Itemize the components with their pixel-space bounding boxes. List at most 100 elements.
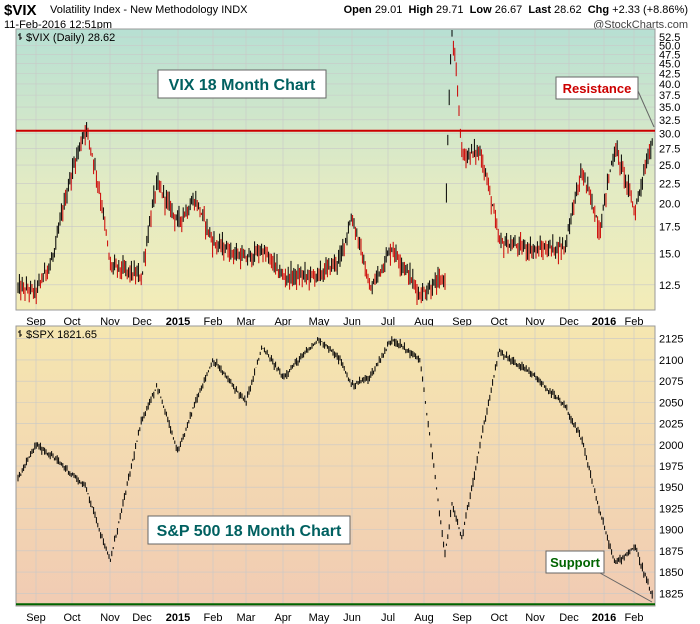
support-pointer xyxy=(599,572,653,603)
spx-x-tick-label: Apr xyxy=(274,612,291,624)
spx-x-tick-label: Dec xyxy=(559,612,579,624)
vix-y-tick-label: 27.5 xyxy=(659,144,680,156)
chg-value: +2.33 (+8.86%) xyxy=(612,4,688,16)
chart-symbol: $VIX xyxy=(4,2,37,19)
bar-icon xyxy=(18,33,22,40)
quote-summary: Open 29.01 High 29.71 Low 26.67 Last 28.… xyxy=(344,4,688,16)
spx-title-box xyxy=(147,515,351,545)
vix-y-tick-label: 32.5 xyxy=(659,115,680,127)
support-callout: Support xyxy=(545,550,653,603)
spx-x-tick-label: Dec xyxy=(132,612,152,624)
spx-x-tick-label: 2015 xyxy=(166,612,190,624)
vix-y-tick-label: 25.0 xyxy=(659,160,680,172)
vix-y-tick-label: 15.0 xyxy=(659,248,680,260)
vix-border xyxy=(15,28,656,311)
spx-x-tick-label: Jul xyxy=(381,612,395,624)
last-value: 28.62 xyxy=(554,4,582,16)
spx-y-tick-label: 1850 xyxy=(659,567,683,579)
spx-x-tick-label: May xyxy=(309,612,330,624)
spx-x-tick-label: 2016 xyxy=(592,612,616,624)
support-label: Support xyxy=(550,555,600,570)
vix-y-tick-label: 30.0 xyxy=(659,129,680,141)
spx-x-tick-label: Feb xyxy=(204,612,223,624)
low-value: 26.67 xyxy=(494,4,523,16)
high-value: 29.71 xyxy=(435,4,464,16)
spx-x-tick-label: Mar xyxy=(237,612,256,624)
vix-y-tick-label: 40.0 xyxy=(659,79,680,91)
spx-border xyxy=(15,325,656,607)
vix-series xyxy=(17,30,653,305)
spx-y-tick-label: 1900 xyxy=(659,525,683,537)
spx-x-tick-label: Jun xyxy=(343,612,361,624)
resistance-pointer xyxy=(637,90,655,128)
vix-y-tick-label: 20.0 xyxy=(659,199,680,211)
spx-y-tick-label: 1950 xyxy=(659,482,683,494)
chg-label: Chg xyxy=(587,4,610,16)
spx-title-text: S&P 500 18 Month Chart xyxy=(157,523,342,540)
spx-series xyxy=(17,336,653,599)
spx-y-tick-label: 2050 xyxy=(659,397,683,409)
spx-x-tick-label: Oct xyxy=(490,612,507,624)
vix-y-tick-label: 17.5 xyxy=(659,222,680,234)
spx-panel: 2125 2100 2075 2050 2025 2000 1975 1950 1925 1900… xyxy=(15,325,683,624)
spx-y-tick-label: 2000 xyxy=(659,440,683,452)
vix-title-box xyxy=(157,69,327,99)
vix-y-tick-label: 52.5 xyxy=(659,32,680,44)
spx-x-tick-label: Nov xyxy=(100,612,120,624)
vix-x-tick-label: Oct xyxy=(490,316,507,328)
vix-x-tick-label: Jul xyxy=(381,316,395,328)
high-label: High xyxy=(408,4,433,16)
vix-y-tick-label: 12.5 xyxy=(659,280,680,292)
low-label: Low xyxy=(469,4,492,16)
support-box xyxy=(545,550,605,574)
spx-y-tick-label: 2125 xyxy=(659,334,683,346)
spx-title-annotation: S&P 500 18 Month Chart xyxy=(147,515,351,545)
spx-legend-label: $SPX 1821.65 xyxy=(26,329,97,341)
vix-y-tick-label: 35.0 xyxy=(659,102,680,114)
spx-x-tick-label: Feb xyxy=(625,612,644,624)
chart-datetime: 11-Feb-2016 12:51pm xyxy=(4,19,113,31)
spx-y-tick-label: 1975 xyxy=(659,461,683,473)
spx-y-tick-label: 1925 xyxy=(659,503,683,515)
vix-x-tick-label: Feb xyxy=(625,316,644,328)
vix-x-tick-label: Sep xyxy=(452,316,472,328)
vix-legend-label: $VIX (Daily) 28.62 xyxy=(26,32,115,44)
chart-symbol-name: Volatility Index - New Methodology INDX xyxy=(50,4,248,16)
vix-x-tick-label: 2015 xyxy=(166,316,190,328)
vix-y-tick-label: 42.5 xyxy=(659,69,680,81)
vix-title-annotation: VIX 18 Month Chart xyxy=(157,69,327,99)
brand-watermark: @StockCharts.com xyxy=(593,19,688,31)
vix-panel: 52.550.047.545.042.540.037.535.032.5 30.0… xyxy=(15,28,680,328)
vix-x-tick-label: Jun xyxy=(343,316,361,328)
spx-y-tick-label: 2075 xyxy=(659,376,683,388)
spx-x-tick-label: Nov xyxy=(525,612,545,624)
vix-x-tick-label: Feb xyxy=(204,316,223,328)
resistance-label: Resistance xyxy=(563,81,632,96)
vix-y-tick-label: 50.0 xyxy=(659,40,680,52)
vix-x-tick-label: Sep xyxy=(26,316,46,328)
resistance-callout: Resistance xyxy=(555,76,655,128)
spx-y-tick-label: 2100 xyxy=(659,355,683,367)
vix-x-tick-label: Nov xyxy=(525,316,545,328)
vix-x-tick-label: Aug xyxy=(414,316,434,328)
vix-y-tick-label: 37.5 xyxy=(659,90,680,102)
vix-x-tick-label: 2016 xyxy=(592,316,616,328)
vix-y-tick-label: 22.5 xyxy=(659,178,680,190)
vix-y-tick-label: 45.0 xyxy=(659,59,680,71)
vix-x-tick-label: Apr xyxy=(274,316,291,328)
vix-x-tick-label: Dec xyxy=(132,316,152,328)
vix-x-tick-label: Dec xyxy=(559,316,579,328)
bar-icon xyxy=(18,330,22,337)
vix-x-tick-label: May xyxy=(309,316,330,328)
spx-y-tick-label: 2025 xyxy=(659,419,683,431)
vix-title-text: VIX 18 Month Chart xyxy=(169,77,316,94)
last-label: Last xyxy=(528,4,551,16)
vix-x-tick-label: Nov xyxy=(100,316,120,328)
spx-x-tick-label: Aug xyxy=(414,612,434,624)
vix-x-tick-label: Oct xyxy=(63,316,80,328)
spx-x-tick-label: Sep xyxy=(452,612,472,624)
vix-legend: $VIX (Daily) 28.62 xyxy=(18,32,115,44)
vix-x-tick-label: Mar xyxy=(237,316,256,328)
vix-y-tick-label: 47.5 xyxy=(659,49,680,61)
